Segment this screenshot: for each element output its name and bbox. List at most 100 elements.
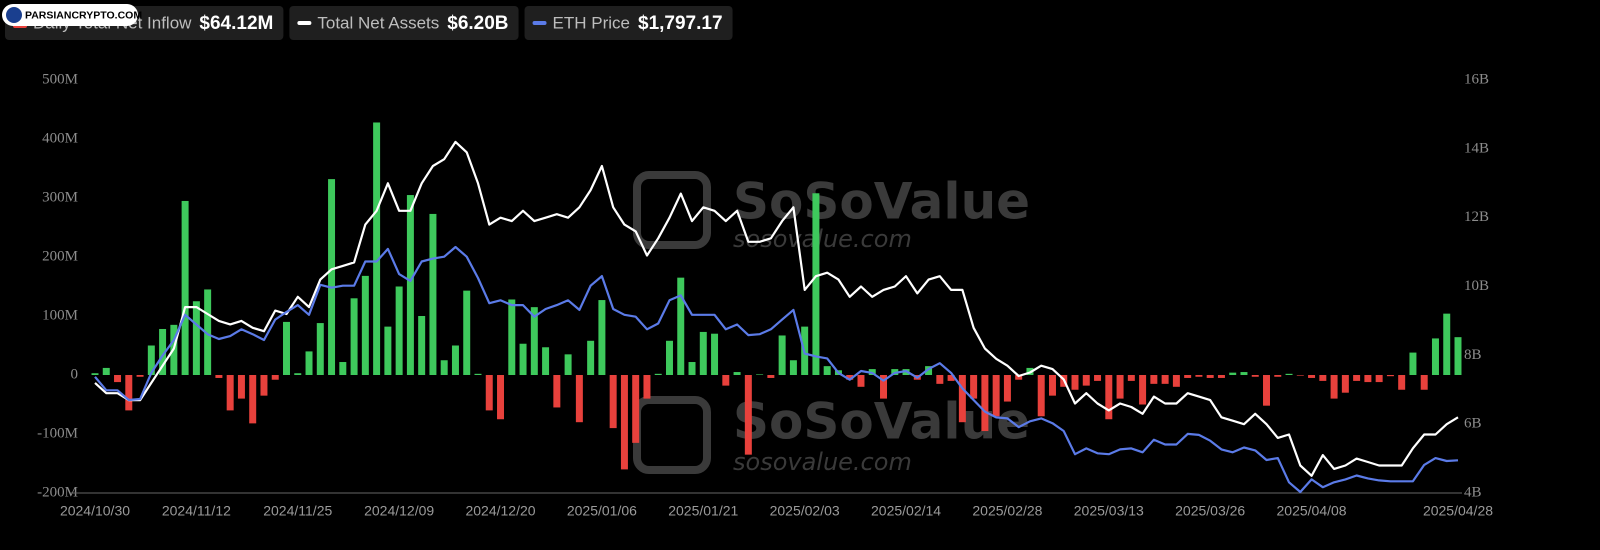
bar bbox=[1082, 375, 1090, 386]
bar bbox=[1285, 373, 1293, 375]
bar bbox=[846, 375, 854, 380]
bar bbox=[1094, 375, 1102, 381]
bar bbox=[204, 289, 212, 375]
bar bbox=[1127, 375, 1135, 381]
bar bbox=[1443, 313, 1451, 375]
bar bbox=[1048, 375, 1056, 396]
bar bbox=[530, 307, 538, 375]
bar bbox=[260, 375, 268, 396]
bar bbox=[1454, 337, 1462, 375]
bar bbox=[1003, 375, 1011, 402]
watermark-logo bbox=[633, 171, 711, 249]
bar bbox=[665, 340, 673, 375]
x-tick-label: 2025/01/06 bbox=[567, 503, 637, 519]
bar bbox=[1240, 372, 1248, 375]
y-tick-label: 200M bbox=[42, 248, 78, 264]
x-tick-label: 2025/04/28 bbox=[1423, 503, 1493, 519]
bar bbox=[1037, 375, 1045, 417]
bar bbox=[226, 375, 234, 411]
legend-value: $6.20B bbox=[447, 13, 508, 34]
bar bbox=[936, 375, 944, 384]
y2-tick-label: 12B bbox=[1464, 209, 1489, 225]
y2-tick-label: 4B bbox=[1464, 484, 1482, 500]
watermark-site: sosovalue.com bbox=[733, 448, 912, 476]
legend-label: Total Net Assets bbox=[317, 13, 439, 32]
bar bbox=[564, 354, 572, 375]
bar bbox=[181, 200, 189, 375]
y-tick-label: 500M bbox=[42, 71, 78, 87]
bar bbox=[316, 323, 324, 375]
bar bbox=[643, 375, 651, 399]
bar bbox=[857, 375, 865, 387]
y-tick-label: 0 bbox=[71, 366, 79, 382]
watermark-brand: SoSoValue bbox=[733, 173, 1030, 231]
bar bbox=[970, 375, 978, 399]
bar bbox=[823, 366, 831, 375]
bar bbox=[1375, 375, 1383, 383]
bar bbox=[1420, 375, 1428, 390]
bar bbox=[1206, 375, 1214, 378]
bar bbox=[147, 345, 155, 375]
bar bbox=[294, 373, 302, 375]
x-tick-label: 2024/11/25 bbox=[263, 503, 332, 519]
bar bbox=[620, 375, 628, 470]
line bbox=[94, 140, 1459, 477]
bar bbox=[361, 275, 369, 375]
bar bbox=[429, 213, 437, 375]
bar bbox=[249, 375, 257, 424]
legend-label: ETH Price bbox=[553, 13, 630, 32]
bar bbox=[1229, 372, 1237, 375]
bar bbox=[789, 360, 797, 375]
bar bbox=[384, 326, 392, 375]
y2-tick-label: 8B bbox=[1464, 347, 1482, 363]
y-tick-label: 300M bbox=[42, 189, 78, 205]
watermark-site: sosovalue.com bbox=[733, 225, 912, 253]
bar bbox=[1139, 375, 1147, 405]
bar bbox=[339, 362, 347, 375]
bar bbox=[733, 372, 741, 375]
bar bbox=[474, 373, 482, 375]
bar bbox=[992, 375, 1000, 417]
bar bbox=[767, 375, 775, 378]
y-tick-label: 400M bbox=[42, 130, 78, 146]
bar bbox=[1409, 352, 1417, 375]
bar bbox=[1251, 375, 1259, 377]
bar bbox=[508, 299, 516, 375]
bar bbox=[722, 375, 730, 386]
bar bbox=[958, 375, 966, 423]
x-tick-label: 2025/03/26 bbox=[1175, 503, 1245, 519]
bar bbox=[271, 375, 279, 380]
bar bbox=[102, 367, 110, 375]
bar bbox=[519, 343, 527, 375]
bar bbox=[395, 286, 403, 375]
bar bbox=[485, 375, 493, 411]
bar bbox=[136, 375, 144, 377]
bar bbox=[575, 375, 583, 423]
x-tick-label: 2024/11/12 bbox=[162, 503, 231, 519]
bar bbox=[609, 375, 617, 429]
bar bbox=[1308, 375, 1316, 378]
bar bbox=[1217, 375, 1225, 378]
bar bbox=[744, 375, 752, 455]
bar bbox=[677, 277, 685, 375]
x-tick-label: 2025/03/13 bbox=[1074, 503, 1144, 519]
logo-badge bbox=[2, 4, 138, 26]
bar bbox=[1150, 375, 1158, 384]
bar bbox=[756, 374, 764, 375]
y2-tick-label: 6B bbox=[1464, 416, 1482, 432]
watermark-logo bbox=[633, 396, 711, 474]
bar bbox=[1319, 375, 1327, 381]
x-tick-label: 2025/02/14 bbox=[871, 503, 941, 519]
bar bbox=[91, 373, 99, 375]
legend-item: ETH Price $1,797.17 bbox=[524, 6, 733, 40]
legend-value: $64.12M bbox=[199, 13, 273, 34]
x-tick-label: 2025/01/21 bbox=[668, 503, 738, 519]
watermarks: SoSoValue sosovalue.com SoSoValue sosova… bbox=[633, 171, 1030, 476]
y2-tick-label: 16B bbox=[1464, 71, 1489, 87]
bar bbox=[114, 375, 122, 383]
y2-tick-label: 14B bbox=[1464, 140, 1489, 156]
x-tick-label: 2024/10/30 bbox=[60, 503, 130, 519]
bar bbox=[1184, 375, 1192, 378]
